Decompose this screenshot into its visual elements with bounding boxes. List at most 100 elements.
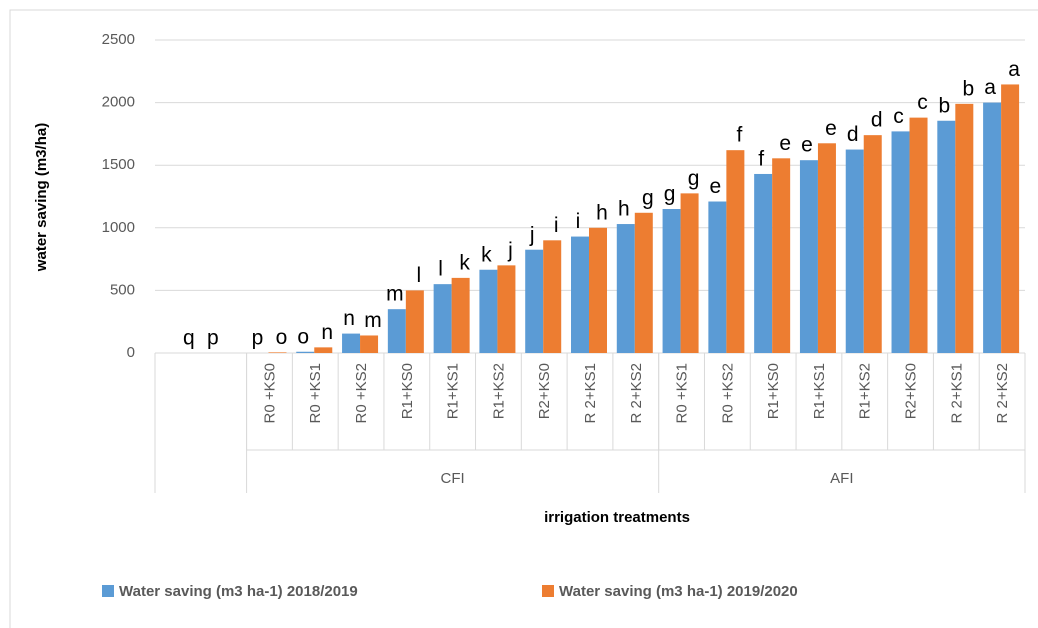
data-label: i [554, 214, 559, 237]
bar [634, 212, 653, 353]
y-tick-label: 2500 [102, 31, 135, 48]
bar [451, 277, 470, 353]
data-label: o [276, 326, 288, 349]
data-label: m [364, 309, 382, 332]
data-label: q [183, 327, 195, 350]
bar [863, 135, 882, 353]
bar [799, 160, 818, 353]
chart-border [9, 9, 1038, 628]
bar [268, 352, 287, 353]
data-label: k [481, 243, 492, 266]
x-tick-label: R 2+KS1 [582, 363, 599, 423]
x-tick-label: R0 +KS2 [719, 363, 736, 423]
x-tick-label: R0 +KS0 [261, 363, 278, 423]
data-label: b [962, 77, 974, 100]
y-tick-label: 0 [127, 344, 135, 361]
bar [616, 224, 635, 353]
bar [433, 284, 452, 353]
bar [845, 149, 864, 353]
data-label: f [736, 124, 742, 147]
data-label: i [576, 210, 581, 233]
bar [296, 351, 315, 353]
bar [708, 201, 727, 353]
y-tick-label: 1000 [102, 219, 135, 236]
data-label: d [871, 109, 883, 132]
bar [314, 347, 333, 353]
bar [754, 173, 773, 353]
bar [955, 103, 974, 354]
data-label: k [459, 251, 470, 274]
data-label: n [321, 321, 333, 344]
bar [571, 236, 589, 353]
data-label: j [507, 239, 513, 262]
data-label: b [938, 94, 950, 117]
x-tick-label: R 2+KS2 [628, 363, 645, 423]
y-tick-label: 2000 [102, 94, 135, 111]
data-label: p [207, 327, 219, 350]
x-tick-label: R0 +KS1 [674, 363, 691, 423]
bar [983, 102, 1002, 353]
data-label: e [801, 134, 813, 157]
legend-label: Water saving (m3 ha-1) 2019/2020 [559, 583, 798, 600]
x-tick-label: R 2+KS1 [948, 363, 965, 423]
data-label: f [758, 148, 764, 171]
x-tick-label: R2+KS0 [536, 363, 553, 419]
data-label: e [710, 175, 722, 198]
bar [405, 290, 424, 353]
legend-label: Water saving (m3 ha-1) 2018/2019 [119, 583, 358, 600]
bar [726, 150, 745, 353]
bar [589, 227, 607, 353]
data-label: e [825, 117, 837, 140]
x-axis-title: irrigation treatments [544, 509, 690, 526]
data-label: o [297, 325, 309, 348]
data-label: h [618, 198, 630, 221]
legend-swatch [542, 585, 554, 597]
x-tick-label: R1+KS1 [811, 363, 828, 419]
data-label: c [917, 91, 928, 114]
data-label: m [386, 283, 404, 306]
data-label: c [893, 105, 904, 128]
y-axis-title: water saving (m3/ha) [33, 123, 50, 272]
y-tick-label: 500 [110, 281, 135, 298]
x-tick-label: R1+KS0 [399, 363, 416, 419]
bar [360, 335, 379, 353]
bar [817, 143, 836, 353]
legend-swatch [102, 585, 114, 597]
bar [662, 209, 681, 353]
data-label: n [343, 307, 355, 330]
data-label: p [252, 327, 264, 350]
bar [680, 193, 699, 353]
x-tick-label: R1+KS1 [445, 363, 462, 419]
bar [891, 131, 910, 353]
group-label: CFI [441, 470, 465, 487]
x-tick-label: R0 +KS1 [307, 363, 324, 423]
data-label: g [688, 167, 700, 190]
data-label: e [779, 132, 791, 155]
group-label: AFI [830, 470, 853, 487]
x-tick-label: R1+KS0 [765, 363, 782, 419]
bar [543, 240, 562, 353]
data-label: a [984, 76, 996, 99]
bar [937, 120, 956, 353]
x-tick-label: R 2+KS2 [994, 363, 1011, 423]
bar [1001, 84, 1020, 354]
bar [909, 117, 928, 354]
bar [387, 309, 406, 353]
bar [479, 269, 498, 353]
data-label: l [417, 264, 422, 287]
bar [342, 333, 361, 353]
y-tick-label: 1500 [102, 156, 135, 173]
data-label: l [438, 258, 443, 281]
bar [497, 265, 516, 353]
x-tick-label: R2+KS0 [902, 363, 919, 419]
x-tick-label: R1+KS2 [490, 363, 507, 419]
data-label: j [529, 223, 535, 246]
data-label: a [1008, 58, 1020, 81]
data-label: g [642, 186, 654, 209]
data-label: d [847, 123, 859, 146]
x-tick-label: R1+KS2 [857, 363, 874, 419]
data-label: g [664, 183, 676, 206]
bar [525, 249, 544, 353]
x-tick-label: R0 +KS2 [353, 363, 370, 423]
